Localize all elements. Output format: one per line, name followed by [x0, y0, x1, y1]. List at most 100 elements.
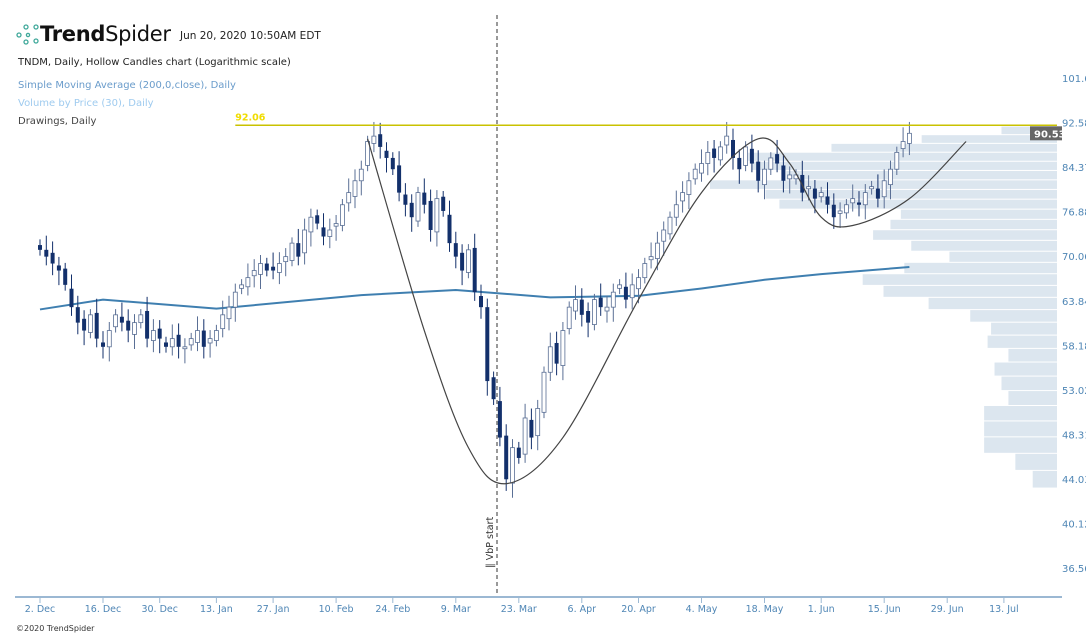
candle-body	[195, 330, 200, 343]
candle-body	[441, 196, 446, 211]
candle	[686, 172, 692, 210]
candle	[352, 169, 358, 209]
candle	[554, 331, 559, 376]
y-tick-label: 84.37	[1062, 163, 1086, 174]
candle-body	[731, 139, 735, 158]
candle	[573, 285, 578, 320]
candle	[289, 237, 295, 267]
vbp-bar	[911, 240, 1057, 251]
y-tick-label: 70.06	[1062, 252, 1086, 263]
candle	[781, 154, 786, 193]
trendspider-logo: TrendSpider	[16, 22, 171, 46]
vbp-start-label: ‖ VbP start	[485, 517, 496, 568]
candle-body	[296, 243, 301, 257]
candle	[207, 330, 213, 358]
candle	[75, 295, 80, 335]
candle-body	[636, 277, 641, 290]
candle-body	[422, 192, 427, 205]
candle-body	[207, 338, 213, 344]
x-tick-label: 24. Feb	[375, 604, 410, 615]
indicator-sma-label[interactable]: Simple Moving Average (200,0,close), Dai…	[18, 80, 236, 91]
candle	[888, 160, 893, 200]
candle	[415, 186, 421, 227]
candle	[441, 191, 446, 217]
candle	[875, 174, 880, 208]
candle	[56, 256, 61, 286]
candle	[409, 194, 414, 232]
candle-body	[617, 284, 622, 289]
candle-body	[479, 296, 483, 308]
candle	[315, 209, 320, 230]
vbp-bar	[900, 209, 1057, 219]
candle-body	[787, 174, 793, 180]
candle	[869, 180, 874, 195]
candle-body	[497, 401, 502, 438]
candle-body	[510, 447, 515, 484]
candle-body	[308, 216, 314, 233]
candle	[592, 293, 597, 331]
candle	[126, 309, 131, 343]
candle-body	[239, 284, 245, 289]
candle-body	[188, 338, 194, 346]
candle	[667, 211, 673, 240]
candle	[541, 366, 547, 419]
indicator-vbp-label[interactable]: Volume by Price (30), Daily	[18, 98, 154, 109]
candle	[390, 152, 395, 176]
candle-body	[566, 306, 572, 330]
candle-body	[302, 229, 308, 254]
candle	[712, 140, 717, 173]
candle-body	[346, 192, 352, 204]
brand-name: TrendSpider	[40, 22, 171, 46]
vbp-bar	[873, 230, 1057, 240]
candle-body	[271, 266, 276, 271]
candle-body	[38, 245, 42, 250]
candle-body	[384, 150, 389, 158]
drawings-label[interactable]: Drawings, Daily	[18, 116, 97, 127]
y-tick-label: 40.12	[1062, 520, 1086, 531]
x-axis: 2. Dec 16. Dec 30. Dec 13. Jan 27. Jan 10. Fe…	[15, 596, 1062, 615]
candle	[604, 295, 610, 323]
candle	[397, 151, 402, 202]
vbp-bar	[970, 310, 1057, 322]
candle-body	[541, 371, 547, 413]
spider-logo-icon	[16, 24, 39, 45]
candle-body	[749, 148, 754, 164]
candle-body	[126, 320, 131, 331]
candle-body	[522, 417, 528, 455]
candle-body	[573, 299, 578, 312]
horizontal-line-label: 92.06	[235, 112, 265, 123]
candle-body	[680, 192, 685, 202]
candle	[485, 298, 490, 396]
candle	[724, 121, 730, 154]
candle	[768, 152, 774, 176]
y-tick-label: 44.03	[1062, 475, 1086, 486]
candle	[63, 262, 68, 291]
candle-body	[692, 168, 698, 180]
candle	[623, 272, 628, 309]
last-price-label: 90.53	[1034, 129, 1066, 140]
drawings-layer[interactable]: 92.06 ‖ VbP start	[235, 15, 1057, 597]
candle	[245, 263, 251, 296]
candle-body	[648, 256, 654, 261]
candle-body	[869, 186, 874, 190]
candle-body	[113, 314, 118, 328]
x-tick-label: 20. Apr	[621, 604, 656, 615]
candle-body	[403, 194, 408, 205]
candle-body	[245, 277, 251, 288]
candle-body	[119, 316, 124, 323]
candle	[825, 182, 830, 214]
candle-body	[554, 342, 559, 364]
candle-body	[213, 330, 219, 341]
candle-body	[667, 216, 673, 235]
candle-body	[321, 227, 326, 237]
x-tick-label: 9. Mar	[441, 604, 471, 615]
candle	[308, 208, 314, 247]
candle-body	[333, 223, 339, 227]
candle-body	[737, 157, 742, 170]
candle	[749, 134, 754, 173]
candle	[907, 121, 912, 156]
y-tick-label: 53.02	[1062, 386, 1086, 397]
candle-body	[315, 215, 320, 224]
candle	[150, 319, 156, 353]
